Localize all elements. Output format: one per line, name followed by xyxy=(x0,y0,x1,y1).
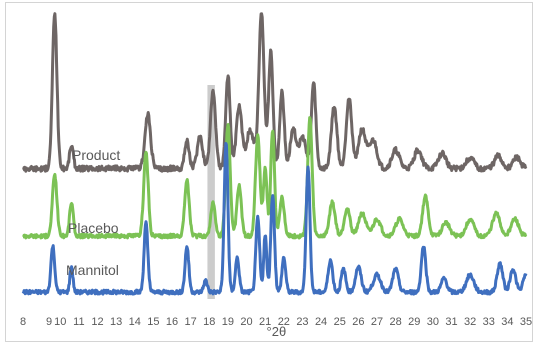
x-tick-label: 17 xyxy=(185,316,197,328)
series-line-mannitol xyxy=(21,142,528,296)
x-tick-label: 23 xyxy=(296,316,308,328)
series-label-placebo: Placebo xyxy=(68,220,119,236)
x-tick-label: 18 xyxy=(203,316,215,328)
chart-frame: Product Placebo Mannitol 8 9 10 11 12 13 14 15 16 1… xyxy=(5,2,533,342)
series-label-product: Product xyxy=(72,147,120,163)
x-tick-label: 33 xyxy=(483,316,495,328)
series-line-placebo xyxy=(22,116,528,240)
x-tick-label: 22 xyxy=(278,316,290,328)
x-tick-label: 12 xyxy=(91,316,103,328)
x-tick-label: 28 xyxy=(389,316,401,328)
series-labels-layer: Product Placebo Mannitol xyxy=(66,147,120,278)
x-tick-labels: 8 9 10 11 12 13 14 15 16 17 18 19 20 21 22 23 24 25 26 27 28… xyxy=(20,316,532,328)
x-tick-label: 30 xyxy=(427,316,439,328)
highlight-band xyxy=(207,85,215,299)
x-tick-label: 19 xyxy=(222,316,234,328)
x-tick-label: 10 xyxy=(54,316,66,328)
x-tick-label: 25 xyxy=(334,316,346,328)
x-tick-label: 32 xyxy=(464,316,476,328)
x-tick-label: 9 xyxy=(46,316,52,328)
x-tick-label: 31 xyxy=(445,316,457,328)
xrd-chart: Product Placebo Mannitol 8 9 10 11 12 13 14 15 16 1… xyxy=(20,12,532,339)
x-tick-label: 8 xyxy=(20,316,26,328)
x-tick-label: 14 xyxy=(129,316,141,328)
x-tick-label: 15 xyxy=(147,316,159,328)
x-tick-label: 11 xyxy=(73,316,84,328)
x-tick-label: 34 xyxy=(501,316,513,328)
series-label-mannitol: Mannitol xyxy=(66,262,119,278)
x-tick-label: 35 xyxy=(520,316,532,328)
x-tick-label: 24 xyxy=(315,316,327,328)
x-tick-label: 16 xyxy=(166,316,178,328)
x-tick-label: 26 xyxy=(352,316,364,328)
series-layer xyxy=(21,12,528,296)
x-tick-label: 13 xyxy=(110,316,122,328)
x-axis-title: °2θ xyxy=(267,324,287,339)
x-tick-label: 20 xyxy=(240,316,252,328)
x-tick-label: 29 xyxy=(408,316,420,328)
x-tick-label: 27 xyxy=(371,316,383,328)
x-tick-label: 21 xyxy=(259,316,271,328)
